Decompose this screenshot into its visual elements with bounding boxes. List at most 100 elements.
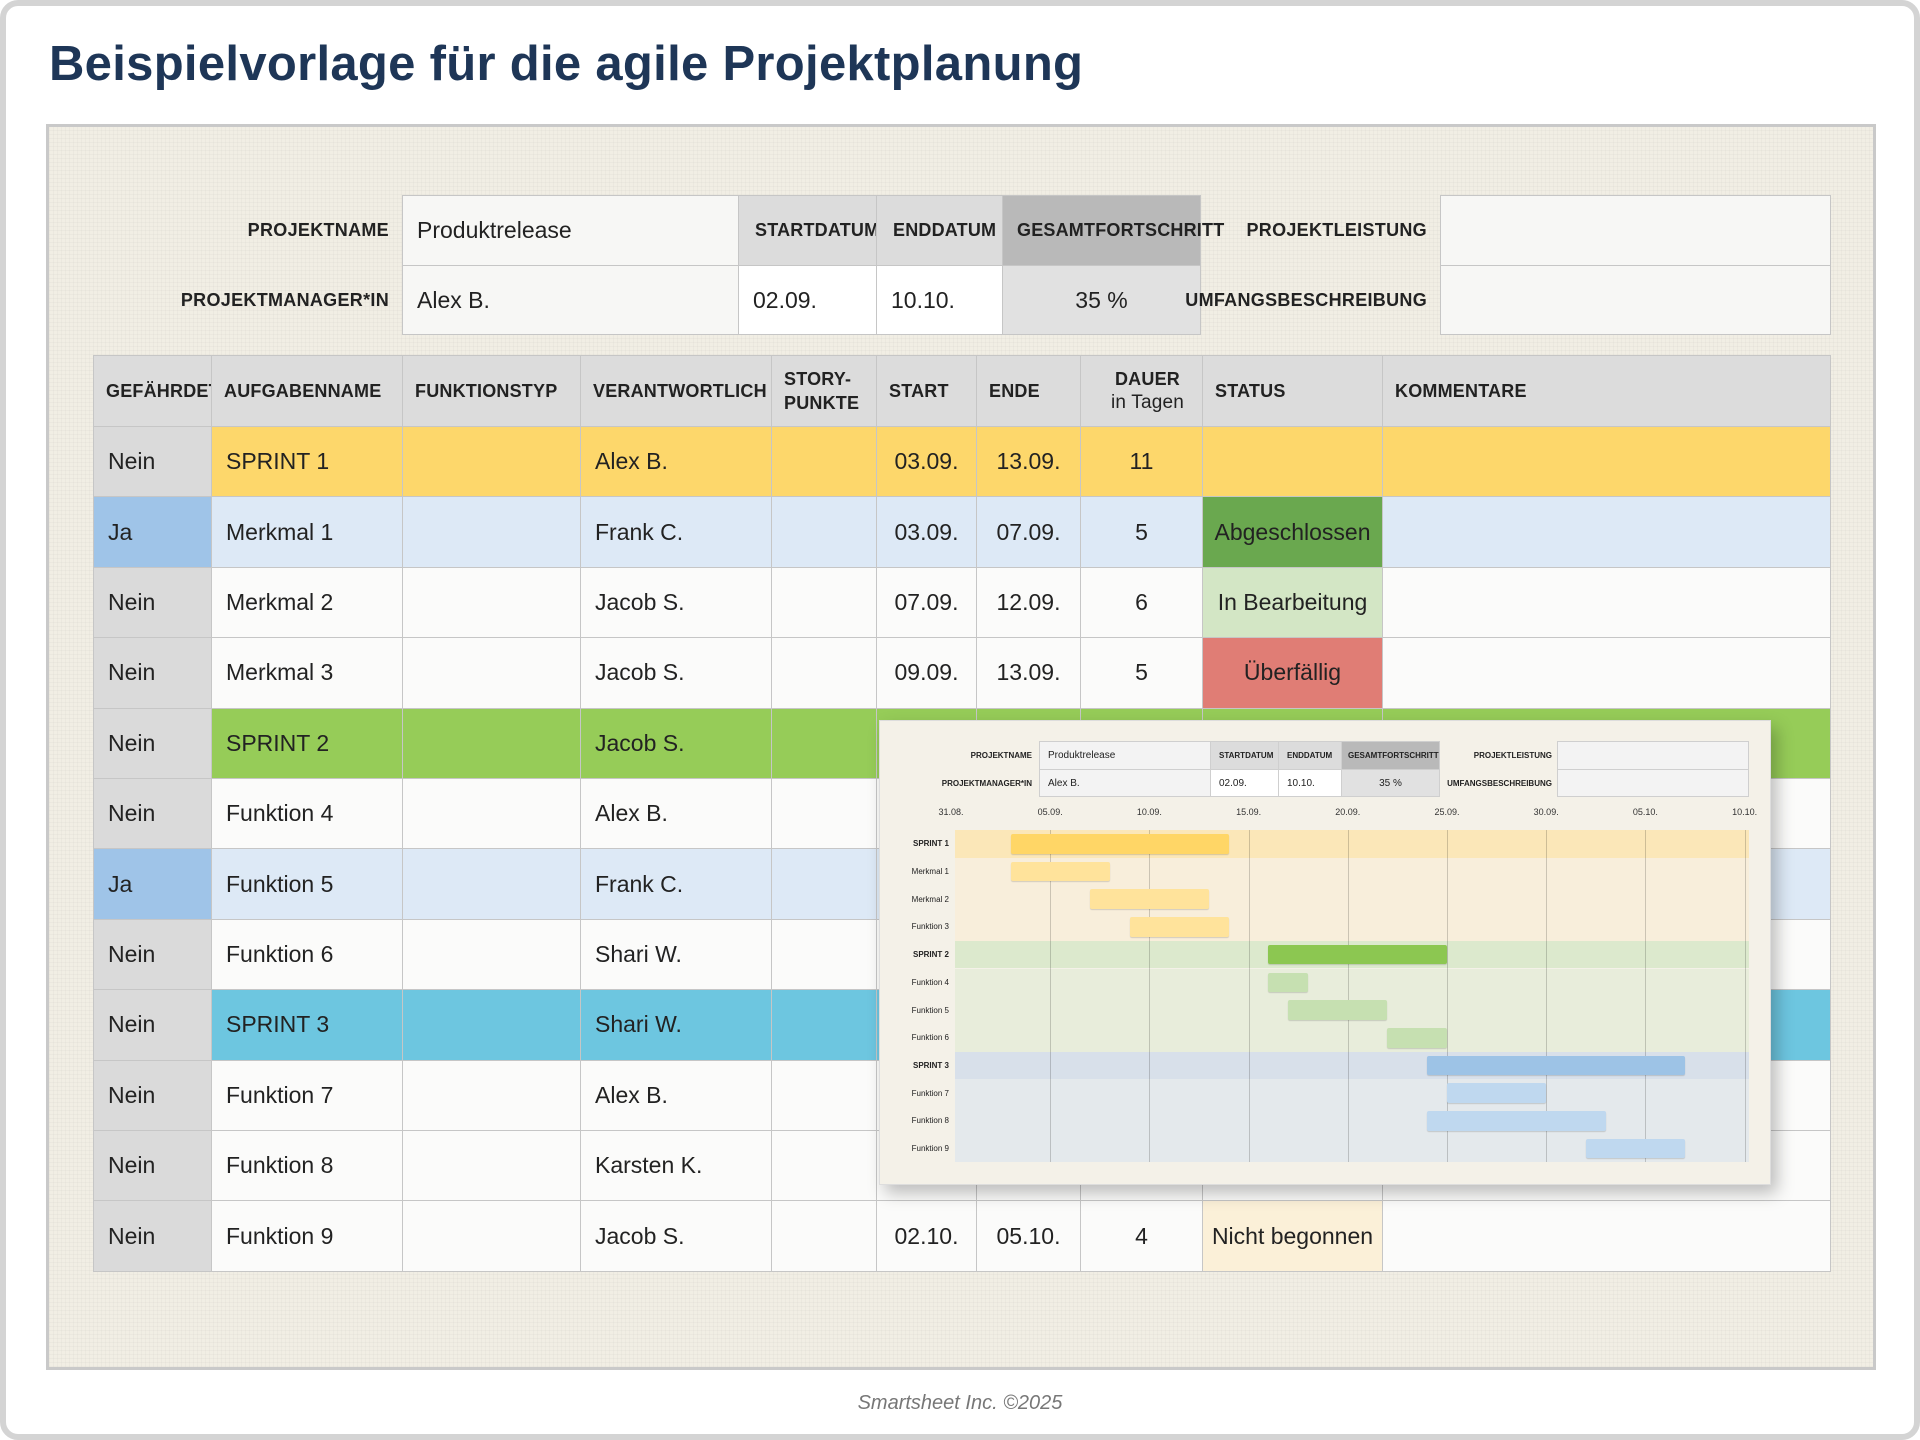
cell-status[interactable] <box>1202 426 1383 498</box>
cell-owner[interactable]: Shari W. <box>580 918 772 991</box>
cell-owner[interactable]: Alex B. <box>580 426 772 498</box>
cell-duration[interactable]: 5 <box>1080 496 1203 568</box>
cell-feature-type[interactable] <box>402 566 581 639</box>
project-name-field[interactable]: Produktrelease <box>402 195 739 266</box>
cell-risk[interactable]: Ja <box>93 848 212 920</box>
cell-owner[interactable]: Jacob S. <box>580 1200 772 1272</box>
cell-task-name[interactable]: Funktion 6 <box>211 918 403 991</box>
cell-comments[interactable] <box>1382 426 1831 498</box>
cell-task-name[interactable]: SPRINT 3 <box>211 989 403 1061</box>
cell-start[interactable]: 03.09. <box>876 496 977 568</box>
cell-risk[interactable]: Nein <box>93 1200 212 1272</box>
cell-end[interactable]: 13.09. <box>976 637 1081 709</box>
cell-status[interactable]: Abgeschlossen <box>1202 496 1383 568</box>
cell-risk[interactable]: Nein <box>93 426 212 498</box>
gantt-row-label: SPRINT 1 <box>912 839 949 849</box>
cell-feature-type[interactable] <box>402 496 581 568</box>
cell-status[interactable]: In Bearbeitung <box>1202 566 1383 639</box>
cell-feature-type[interactable] <box>402 1130 581 1202</box>
cell-owner[interactable]: Frank C. <box>580 848 772 920</box>
cell-feature-type[interactable] <box>402 989 581 1061</box>
cell-start[interactable]: 09.09. <box>876 637 977 709</box>
gantt-bar <box>1268 944 1447 965</box>
cell-story-points[interactable] <box>771 778 877 850</box>
gantt-tick-label: 10.10. <box>1732 807 1758 817</box>
cell-owner[interactable]: Jacob S. <box>580 637 772 709</box>
cell-task-name[interactable]: SPRINT 2 <box>211 707 403 779</box>
cell-story-points[interactable] <box>771 1059 877 1131</box>
cell-task-name[interactable]: SPRINT 1 <box>211 426 403 498</box>
cell-status[interactable]: Überfällig <box>1202 637 1383 709</box>
cell-task-name[interactable]: Merkmal 1 <box>211 496 403 568</box>
performance-field[interactable] <box>1440 195 1831 266</box>
start-date-header: STARTDATUM <box>738 195 879 266</box>
cell-feature-type[interactable] <box>402 637 581 709</box>
cell-story-points[interactable] <box>771 918 877 991</box>
cell-risk[interactable]: Nein <box>93 778 212 850</box>
cell-comments[interactable] <box>1382 566 1831 639</box>
cell-owner[interactable]: Jacob S. <box>580 707 772 779</box>
cell-status[interactable]: Nicht begonnen <box>1202 1200 1383 1272</box>
cell-story-points[interactable] <box>771 707 877 779</box>
gantt-row-label: SPRINT 3 <box>912 1060 949 1070</box>
cell-end[interactable]: 12.09. <box>976 566 1081 639</box>
cell-story-points[interactable] <box>771 1130 877 1202</box>
cell-feature-type[interactable] <box>402 1059 581 1131</box>
cell-owner[interactable]: Karsten K. <box>580 1130 772 1202</box>
cell-feature-type[interactable] <box>402 1200 581 1272</box>
cell-owner[interactable]: Frank C. <box>580 496 772 568</box>
cell-task-name[interactable]: Funktion 4 <box>211 778 403 850</box>
cell-start[interactable]: 07.09. <box>876 566 977 639</box>
column-header-risk: GEFÄHRDET <box>93 355 220 427</box>
cell-story-points[interactable] <box>771 1200 877 1272</box>
column-header-status: STATUS <box>1202 355 1383 427</box>
cell-risk[interactable]: Ja <box>93 496 212 568</box>
cell-feature-type[interactable] <box>402 426 581 498</box>
cell-task-name[interactable]: Funktion 9 <box>211 1200 403 1272</box>
cell-duration[interactable]: 4 <box>1080 1200 1203 1272</box>
cell-task-name[interactable]: Funktion 7 <box>211 1059 403 1131</box>
mini-performance <box>1557 741 1749 770</box>
cell-task-name[interactable]: Funktion 5 <box>211 848 403 920</box>
cell-story-points[interactable] <box>771 989 877 1061</box>
start-date-field[interactable]: 02.09. <box>738 265 877 335</box>
cell-task-name[interactable]: Merkmal 2 <box>211 566 403 639</box>
cell-story-points[interactable] <box>771 848 877 920</box>
cell-start[interactable]: 02.10. <box>876 1200 977 1272</box>
cell-risk[interactable]: Nein <box>93 566 212 639</box>
end-date-field[interactable]: 10.10. <box>876 265 1003 335</box>
cell-feature-type[interactable] <box>402 707 581 779</box>
cell-story-points[interactable] <box>771 426 877 498</box>
cell-owner[interactable]: Shari W. <box>580 989 772 1061</box>
cell-story-points[interactable] <box>771 496 877 568</box>
cell-risk[interactable]: Nein <box>93 1130 212 1202</box>
cell-comments[interactable] <box>1382 496 1831 568</box>
cell-task-name[interactable]: Merkmal 3 <box>211 637 403 709</box>
cell-duration[interactable]: 5 <box>1080 637 1203 709</box>
cell-duration[interactable]: 6 <box>1080 566 1203 639</box>
cell-feature-type[interactable] <box>402 778 581 850</box>
cell-risk[interactable]: Nein <box>93 918 212 991</box>
cell-end[interactable]: 05.10. <box>976 1200 1081 1272</box>
cell-owner[interactable]: Alex B. <box>580 778 772 850</box>
cell-duration[interactable]: 11 <box>1080 426 1203 498</box>
cell-owner[interactable]: Jacob S. <box>580 566 772 639</box>
cell-end[interactable]: 07.09. <box>976 496 1081 568</box>
project-manager-field[interactable]: Alex B. <box>402 265 739 335</box>
cell-feature-type[interactable] <box>402 918 581 991</box>
cell-comments[interactable] <box>1382 637 1831 709</box>
cell-task-name[interactable]: Funktion 8 <box>211 1130 403 1202</box>
gantt-bar <box>1268 972 1309 993</box>
cell-risk[interactable]: Nein <box>93 1059 212 1131</box>
cell-risk[interactable]: Nein <box>93 707 212 779</box>
cell-end[interactable]: 13.09. <box>976 426 1081 498</box>
cell-feature-type[interactable] <box>402 848 581 920</box>
scope-field[interactable] <box>1440 265 1831 335</box>
cell-comments[interactable] <box>1382 1200 1831 1272</box>
cell-story-points[interactable] <box>771 566 877 639</box>
cell-owner[interactable]: Alex B. <box>580 1059 772 1131</box>
cell-risk[interactable]: Nein <box>93 989 212 1061</box>
cell-story-points[interactable] <box>771 637 877 709</box>
cell-start[interactable]: 03.09. <box>876 426 977 498</box>
cell-risk[interactable]: Nein <box>93 637 212 709</box>
